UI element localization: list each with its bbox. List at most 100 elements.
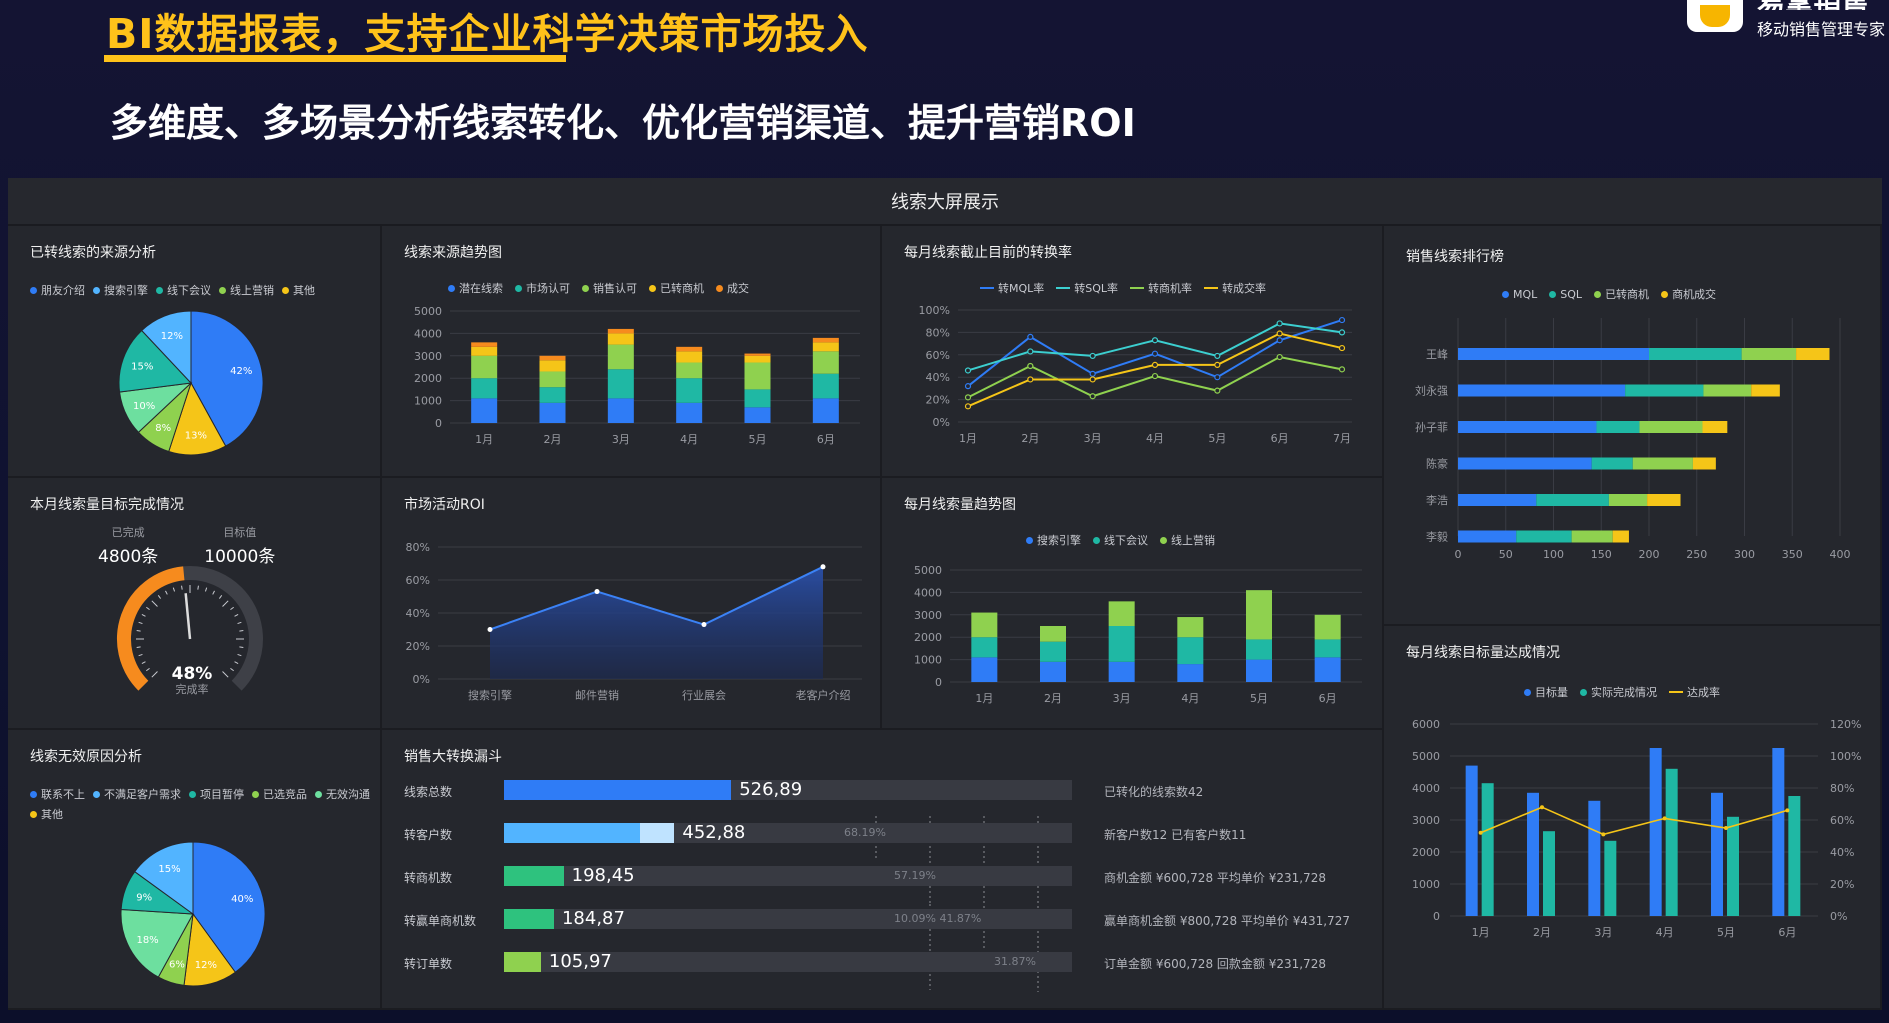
headline: BI数据报表，支持企业科学决策市场投入	[106, 10, 869, 58]
x-tick-label: 5月	[1717, 926, 1735, 939]
bar-segment	[539, 402, 566, 423]
y-tick-label: 李浩	[1426, 493, 1448, 507]
x-tick-label: 4月	[1656, 926, 1674, 939]
data-point	[964, 383, 972, 390]
bar-segment	[971, 657, 998, 682]
legend-item: 已选竞品	[252, 786, 307, 802]
bar-segment	[676, 402, 703, 423]
bar-segment	[1458, 421, 1597, 433]
bar-segment	[1625, 384, 1704, 397]
target-gauge: 48%完成率	[117, 566, 263, 696]
x-tick-label: 搜索引擎	[468, 688, 512, 702]
data-point	[1785, 808, 1790, 813]
legend-item: 已转商机	[649, 280, 704, 296]
funnel-label: 线索总数	[404, 785, 453, 799]
pie-slice	[141, 310, 192, 385]
bar-segment	[1458, 494, 1537, 506]
data-point	[1276, 337, 1283, 344]
y2-tick-label: 0%	[1830, 910, 1847, 923]
y-tick-label: 4000	[1412, 782, 1440, 795]
x-tick-label: 4月	[680, 433, 698, 446]
bar-segment	[812, 398, 839, 423]
pie-slice-label: 13%	[185, 431, 207, 442]
legend-item: 转成交率	[1204, 280, 1266, 296]
legend: 潜在线索 市场认可 销售认可 已转商机 成交	[448, 280, 749, 296]
y-tick-label: 李毅	[1426, 530, 1448, 544]
bar-segment	[539, 360, 566, 372]
panel-title: 线索无效原因分析	[30, 749, 142, 765]
y2-tick-label: 40%	[1830, 846, 1854, 859]
pie-slice	[134, 841, 194, 915]
data-point	[594, 589, 600, 595]
legend-item: 实际完成情况	[1580, 684, 1657, 700]
y-tick-label: 2000	[414, 372, 442, 385]
gauge-tick	[136, 646, 141, 648]
y-tick-label: 80%	[926, 326, 950, 339]
funnel-track: 198,45 57.19%	[504, 865, 1072, 886]
legend-item: 潜在线索	[448, 280, 503, 296]
funnel-track: 526,89	[504, 779, 1072, 800]
bar-segment	[607, 398, 634, 423]
bar-segment	[1649, 348, 1742, 360]
y-tick-label: 0%	[933, 416, 950, 429]
bar-segment	[1741, 348, 1797, 360]
x-tick-label: 0	[1455, 548, 1462, 561]
target-label: 目标值	[223, 526, 257, 539]
data-point	[1540, 805, 1544, 810]
y-tick-label: 2000	[1412, 846, 1440, 859]
rate-line	[1480, 806, 1788, 836]
funnel-note: 赢单商机金额 ¥800,728 平均单价 ¥431,727	[1104, 914, 1350, 928]
y-tick-label: 1000	[914, 654, 942, 667]
gauge-tick	[239, 630, 244, 632]
y-tick-label: 4000	[414, 327, 442, 340]
funnel-row: 转订单数 105,97 31.87% 订单金额 ¥600,728 回款金额 ¥231,…	[404, 950, 1404, 976]
y-tick-label: 20%	[926, 394, 950, 407]
legend-item: 项目暂停	[189, 786, 244, 802]
bar-segment	[1571, 530, 1613, 543]
bar-segment	[471, 378, 498, 399]
data-point	[1151, 337, 1159, 344]
legend: 朋友介绍 搜索引擎 线下会议 线上营销 其他	[30, 282, 315, 298]
legend-item: MQL	[1502, 286, 1537, 302]
data-point	[1089, 352, 1096, 360]
panel-title: 线索来源趋势图	[404, 245, 502, 261]
gauge-tick	[239, 646, 244, 648]
bar-segment	[471, 398, 498, 423]
legend-item: 不满足客户需求	[93, 786, 181, 802]
panel-title: 市场活动ROI	[404, 497, 485, 513]
gauge-rate-label: 完成率	[176, 682, 209, 696]
bar-segment	[676, 346, 703, 352]
data-point	[1214, 374, 1221, 381]
gauge-tick	[181, 585, 183, 590]
y-tick-label: 3000	[1412, 814, 1440, 827]
pie-slice-label: 18%	[136, 935, 158, 946]
panel-title: 每月线索目标量达成情况	[1406, 645, 1560, 661]
bar-target	[1588, 800, 1601, 916]
funnel-track: 452,88 68.19%	[504, 822, 1072, 843]
panel-title: 销售大转换漏斗	[404, 749, 502, 765]
data-point	[1662, 816, 1667, 821]
data-point	[820, 564, 826, 570]
y2-tick-label: 100%	[1830, 750, 1861, 763]
panel-source-analysis: 已转线索的来源分析 朋友介绍 搜索引擎 线下会议 线上营销 其他 42% 13% 8…	[8, 226, 382, 478]
bar-target	[1649, 748, 1662, 916]
bar-segment	[1040, 661, 1066, 682]
pie-slice-label: 15%	[131, 361, 153, 372]
data-point	[1151, 350, 1159, 357]
bar-segment	[812, 351, 839, 374]
funnel-row: 转赢单商机数 184,87 10.09% 41.87% 赢单商机金额 ¥800,728…	[404, 907, 1404, 933]
funnel-bar	[504, 823, 641, 843]
data-point	[1338, 329, 1346, 336]
gauge-tick	[230, 606, 234, 611]
data-point	[1089, 376, 1096, 383]
x-tick-label: 6月	[1778, 926, 1796, 939]
x-tick-label: 1月	[475, 433, 493, 446]
subhead: 多维度、多场景分析线索转化、优化营销渠道、提升营销ROI	[110, 101, 1136, 145]
panel-conversion-rate: 每月线索截止目前的转换率 转MQL率 转SQL率 转商机率 转成交率 0% 20%…	[882, 226, 1384, 478]
bar-segment	[607, 333, 634, 345]
bar-segment	[1596, 421, 1640, 433]
bar-segment	[1751, 384, 1780, 397]
bar-segment	[607, 369, 634, 399]
bar-segment	[1516, 530, 1572, 543]
bar-segment	[1639, 421, 1703, 433]
